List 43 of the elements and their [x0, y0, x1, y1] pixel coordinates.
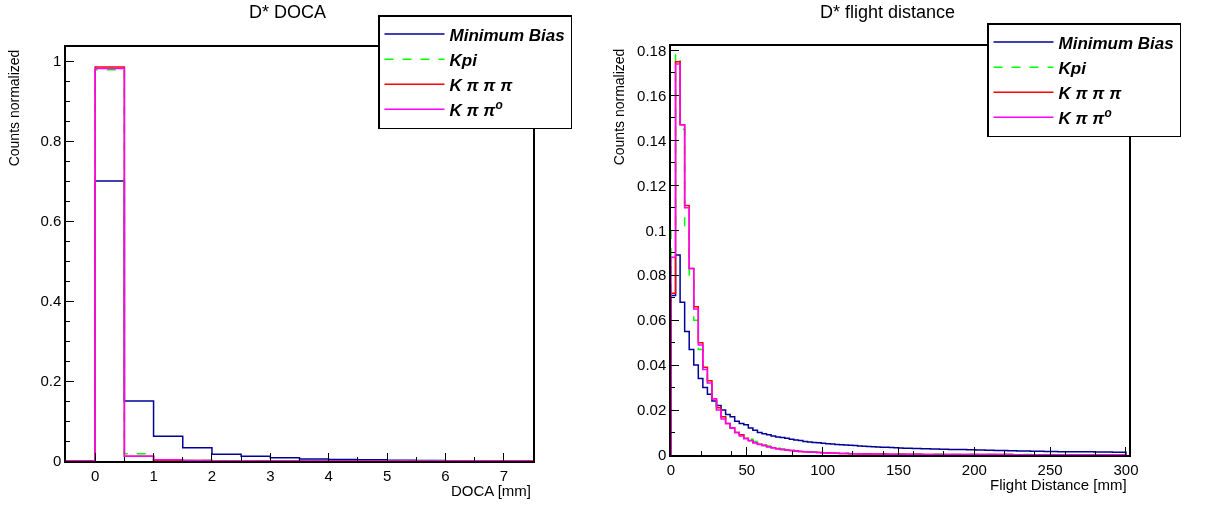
- legend-label: Minimum Bias: [449, 25, 565, 45]
- legend-label: K π π π: [449, 75, 514, 95]
- x-tick-label: 4: [324, 466, 333, 484]
- legend-label: Kpi: [449, 50, 479, 70]
- x-axis-title: DOCA [mm]: [451, 482, 532, 499]
- y-axis-title: Counts normalized: [6, 49, 23, 167]
- y-tick-label: 0.06: [637, 311, 667, 329]
- legend-label: K π π$^{o}$: [449, 97, 503, 120]
- x-tick-label: 6: [441, 466, 450, 484]
- y-tick-label: 1: [52, 52, 62, 70]
- x-axis-title: Flight Distance [mm]: [990, 476, 1127, 493]
- y-axis-title: Counts normalized: [611, 48, 628, 166]
- y-tick-label: 0.04: [637, 356, 667, 374]
- x-tick-label: 1: [149, 466, 158, 484]
- y-tick-label: 0.14: [637, 131, 667, 149]
- y-tick-label: 0.4: [40, 292, 62, 310]
- chart-title: D* DOCA: [249, 2, 327, 22]
- x-tick-label: 200: [961, 460, 987, 478]
- y-tick-label: 0.12: [637, 176, 667, 194]
- x-tick-label: 7: [499, 466, 508, 484]
- y-tick-label: 0.08: [637, 266, 667, 284]
- x-tick-label: 2: [207, 466, 217, 484]
- chart-title: D* flight distance: [820, 2, 956, 22]
- y-tick-label: 0.16: [637, 86, 667, 104]
- y-tick-label: 0.02: [637, 401, 667, 419]
- legend-label: K π π π: [1058, 83, 1123, 103]
- y-tick-label: 0.1: [645, 221, 667, 239]
- y-tick-label: 0.6: [40, 212, 62, 230]
- x-tick-label: 0: [91, 466, 100, 484]
- legend-label: Kpi: [1058, 58, 1088, 78]
- y-tick-label: 0.2: [40, 372, 62, 390]
- x-tick-label: 250: [1037, 460, 1063, 478]
- y-tick-label: 0.18: [637, 41, 667, 59]
- x-tick-label: 3: [266, 466, 275, 484]
- x-tick-label: 100: [810, 460, 836, 478]
- legend-label: K π π$^{o}$: [1058, 105, 1112, 128]
- y-tick-label: 0.8: [40, 132, 62, 150]
- x-tick-label: 150: [885, 460, 911, 478]
- x-tick-label: 300: [1113, 460, 1139, 478]
- legend-label: Minimum Bias: [1058, 33, 1174, 53]
- y-tick-label: 0: [657, 446, 667, 464]
- x-tick-label: 5: [382, 466, 392, 484]
- x-tick-label: 50: [738, 460, 756, 478]
